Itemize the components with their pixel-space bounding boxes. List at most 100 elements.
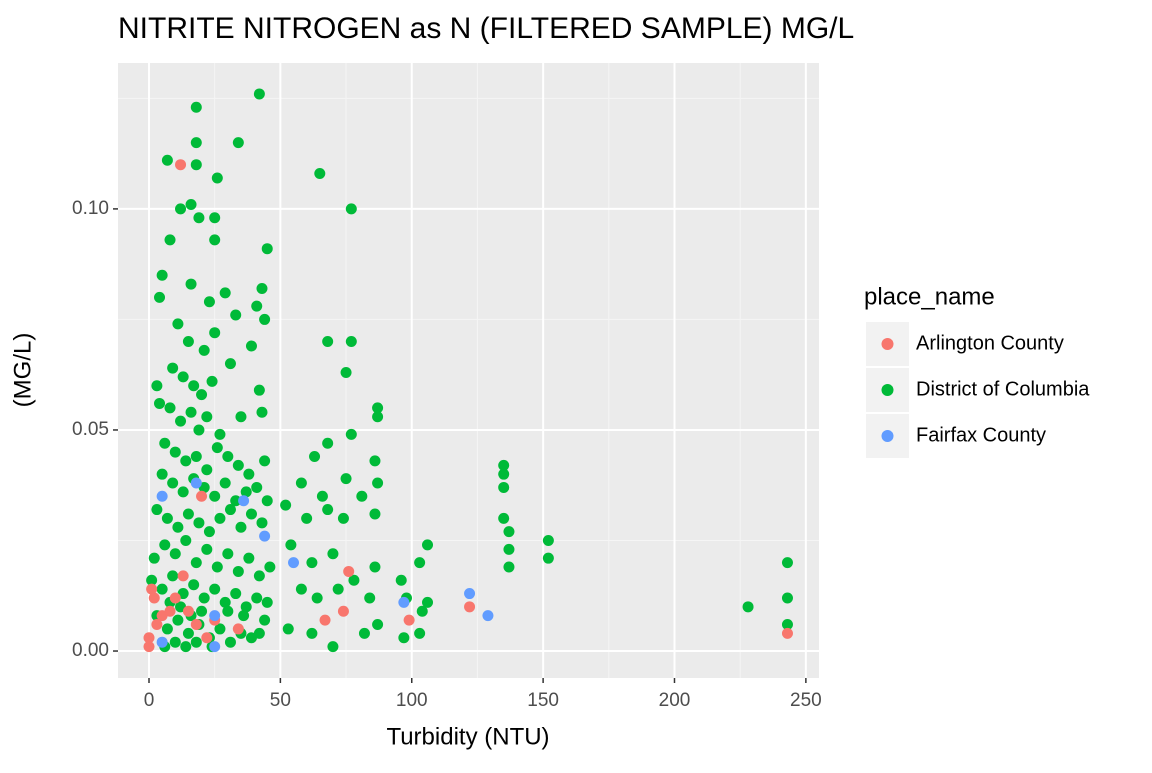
point — [395, 574, 407, 586]
point — [230, 309, 242, 321]
point — [209, 212, 221, 224]
point — [196, 389, 208, 401]
point — [190, 619, 202, 631]
point — [172, 318, 184, 330]
point — [542, 552, 554, 564]
point — [498, 459, 510, 471]
point — [164, 605, 176, 617]
point — [251, 481, 263, 493]
point — [358, 627, 370, 639]
point — [261, 495, 273, 507]
x-tick-label: 250 — [790, 690, 822, 711]
point — [482, 610, 494, 622]
point — [193, 424, 205, 436]
point — [222, 605, 234, 617]
point — [175, 203, 187, 215]
plot-panel — [118, 63, 819, 678]
point — [398, 632, 410, 644]
point — [156, 583, 168, 595]
point — [345, 203, 357, 215]
point — [345, 336, 357, 348]
legend-label: Fairfax County — [916, 424, 1046, 446]
point — [159, 437, 171, 449]
point — [327, 548, 339, 560]
point — [148, 592, 160, 604]
x-tick-label: 0 — [144, 690, 155, 711]
point — [169, 548, 181, 560]
point — [206, 375, 218, 387]
point — [256, 406, 268, 418]
point — [256, 517, 268, 529]
point — [188, 579, 200, 591]
point — [253, 570, 265, 582]
point — [151, 619, 163, 631]
point — [238, 495, 250, 507]
point — [372, 402, 384, 414]
point — [232, 565, 244, 577]
point — [240, 601, 252, 613]
point — [177, 486, 189, 498]
point — [498, 512, 510, 524]
legend-marker — [881, 338, 894, 350]
point — [151, 504, 163, 516]
point — [464, 588, 476, 600]
point — [369, 561, 381, 573]
point — [201, 411, 213, 423]
point — [146, 583, 158, 595]
point-series — [146, 88, 793, 653]
point — [295, 477, 307, 489]
point — [322, 336, 334, 348]
point — [161, 512, 173, 524]
chart-title: NITRITE NITROGEN as N (FILTERED SAMPLE) … — [118, 12, 854, 45]
x-tick-label: 50 — [270, 690, 291, 711]
point — [209, 641, 221, 653]
point — [322, 504, 334, 516]
legend-marker — [881, 430, 894, 442]
point — [261, 243, 273, 255]
point — [211, 442, 223, 454]
point — [190, 137, 202, 149]
point — [319, 614, 331, 626]
point — [188, 380, 200, 392]
point — [167, 477, 179, 489]
point — [182, 508, 194, 520]
point — [190, 477, 202, 489]
point — [245, 340, 257, 352]
point — [177, 570, 189, 582]
point — [167, 570, 179, 582]
point — [224, 504, 236, 516]
point — [209, 610, 221, 622]
point — [164, 234, 176, 246]
point — [264, 561, 276, 573]
point — [311, 592, 323, 604]
point — [156, 269, 168, 281]
point — [369, 455, 381, 467]
point — [230, 588, 242, 600]
point — [503, 526, 515, 538]
point — [327, 641, 339, 653]
point — [742, 601, 754, 613]
point — [193, 212, 205, 224]
point — [164, 402, 176, 414]
point — [372, 477, 384, 489]
point — [203, 526, 215, 538]
point — [781, 557, 793, 569]
point — [224, 636, 236, 648]
point — [161, 154, 173, 166]
point — [230, 495, 242, 507]
point — [781, 627, 793, 639]
point — [340, 366, 352, 378]
point — [190, 636, 202, 648]
point — [196, 605, 208, 617]
point — [154, 397, 166, 409]
point — [295, 583, 307, 595]
point — [214, 512, 226, 524]
point — [201, 543, 213, 555]
point — [198, 344, 210, 356]
point — [190, 450, 202, 462]
point — [498, 481, 510, 493]
point — [332, 583, 344, 595]
point — [372, 411, 384, 423]
point — [211, 561, 223, 573]
point — [177, 371, 189, 383]
